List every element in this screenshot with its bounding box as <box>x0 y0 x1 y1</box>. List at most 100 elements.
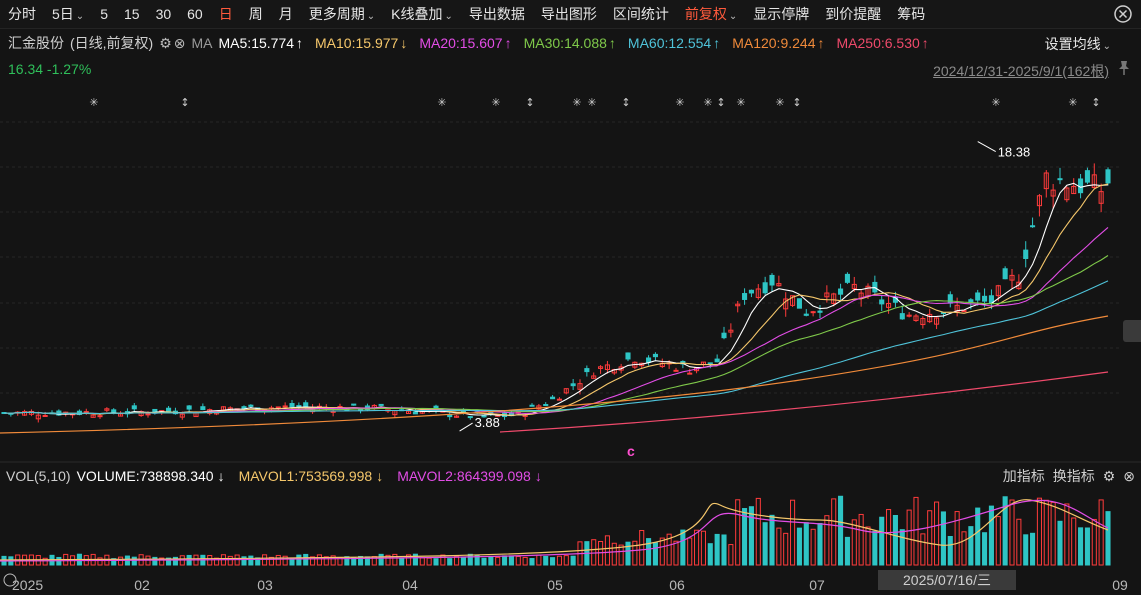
gear-icon[interactable]: ⚙ <box>159 34 172 51</box>
pin-icon[interactable] <box>1117 60 1131 76</box>
toolbar-item-10[interactable]: K线叠加 ⌄ <box>391 6 453 22</box>
candle-body <box>131 405 137 410</box>
volume-values: VOLUME:738898.340 ↓ MAVOL1:753569.998 ↓ MAVO… <box>77 468 556 484</box>
candle-body <box>1064 187 1070 201</box>
price-change: 16.34 -1.27% <box>8 61 92 77</box>
volume-bar <box>831 498 837 566</box>
volume-bar <box>433 558 439 566</box>
volume-bar <box>481 557 487 566</box>
volume-bar <box>412 553 418 566</box>
toolbar-item-13[interactable]: 区间统计 <box>612 6 669 22</box>
volume-bar <box>646 538 652 566</box>
ma-line-MA60 <box>3 280 1109 415</box>
set-ma-button[interactable]: 设置均线 ⌄ <box>1044 36 1111 52</box>
candle-body <box>166 407 172 412</box>
event-marker-icon: ✳ <box>675 96 684 109</box>
toolbar-item-9[interactable]: 更多周期 ⌄ <box>308 6 376 22</box>
candle-body <box>769 274 775 286</box>
candle-body <box>906 314 912 317</box>
volume-bar <box>310 556 316 566</box>
chevron-down-icon: ⌄ <box>75 11 85 22</box>
volume-header: VOL(5,10) VOLUME:738898.340 ↓ MAVOL1:75356… <box>0 465 556 487</box>
candle-body <box>714 358 720 363</box>
toolbar-item-11[interactable]: 导出数据 <box>468 6 525 22</box>
close-circle-icon[interactable] <box>1113 4 1133 24</box>
volume-bar <box>392 553 398 566</box>
candle-body <box>556 398 562 401</box>
candle-body <box>762 282 768 294</box>
candle-body <box>111 409 117 414</box>
volume-bar <box>838 495 844 566</box>
close-icon[interactable]: ⊗ <box>1123 467 1135 484</box>
candle-body <box>570 383 576 387</box>
volume-title: VOL(5,10) <box>6 468 71 484</box>
volume-bar <box>172 556 178 566</box>
candle-body <box>145 413 151 416</box>
volume-bar <box>495 556 501 566</box>
volume-bar <box>906 509 912 566</box>
x-axis-label: 06 <box>669 577 685 593</box>
toolbar-item-5[interactable]: 60 <box>187 6 203 22</box>
candle-body <box>851 283 857 290</box>
mavol2-line <box>0 499 1109 562</box>
candle-body <box>618 366 624 371</box>
volume-bar <box>982 532 988 566</box>
volume-bar <box>1036 497 1042 566</box>
candle-body <box>817 310 823 313</box>
volume-bar <box>762 522 768 566</box>
volume-bar <box>502 555 508 566</box>
candle-body <box>899 313 905 320</box>
toolbar-item-6[interactable]: 日 <box>218 6 233 22</box>
volume-value-2: MAVOL2:864399.098 ↓ <box>397 468 542 484</box>
toolbar-item-7[interactable]: 周 <box>248 6 263 22</box>
toolbar-item-0[interactable]: 分时 <box>8 6 36 22</box>
x-axis-label: 2025 <box>12 577 43 593</box>
toolbar-item-4[interactable]: 30 <box>155 6 172 22</box>
toolbar-item-15[interactable]: 显示停牌 <box>753 6 810 22</box>
volume-bar <box>728 544 734 566</box>
volume-bar <box>639 530 645 566</box>
candle-body <box>83 411 89 414</box>
candle-body <box>351 403 357 406</box>
volume-bar <box>988 505 994 566</box>
volume-bar <box>316 554 322 566</box>
toolbar-item-2[interactable]: 5 <box>100 6 108 22</box>
volume-bar <box>1084 527 1090 566</box>
scroll-handle[interactable] <box>1123 320 1141 342</box>
toolbar-item-14[interactable]: 前复权 ⌄ <box>684 6 738 22</box>
volume-bar <box>844 536 850 566</box>
volume-bar <box>1002 496 1008 566</box>
toolbar-item-12[interactable]: 导出图形 <box>540 6 597 22</box>
ma-label: MA <box>191 35 213 51</box>
toolbar-item-17[interactable]: 筹码 <box>897 6 926 22</box>
ma-line-MA10 <box>3 183 1109 416</box>
volume-bar <box>776 527 782 566</box>
volume-bar <box>940 511 946 566</box>
toolbar-item-16[interactable]: 到价提醒 <box>825 6 882 22</box>
event-marker-icon: ↕ <box>525 96 534 109</box>
toolbar-item-3[interactable]: 15 <box>123 6 140 22</box>
toolbar-item-1[interactable]: 5日 ⌄ <box>52 6 85 22</box>
switch-indicator-button[interactable]: 换指标 <box>1052 468 1095 484</box>
chevron-down-icon: ⌄ <box>366 11 376 22</box>
volume-bar <box>378 553 384 566</box>
toolbar-item-8[interactable]: 月 <box>278 6 293 22</box>
event-marker-icon: ↕ <box>792 96 801 109</box>
volume-bar <box>296 554 302 566</box>
add-indicator-button[interactable]: 加指标 <box>1002 468 1045 484</box>
candle-body <box>22 411 28 416</box>
candle-body <box>975 292 981 301</box>
gear-icon[interactable]: ⚙ <box>1102 467 1116 484</box>
candle-body <box>90 414 96 418</box>
candle-body <box>755 288 761 298</box>
high-label: 18.38 <box>998 145 1031 160</box>
candle-body <box>652 353 658 358</box>
cursor-marker-icon <box>3 573 17 587</box>
date-range[interactable]: 2024/12/31-2025/9/1(162根) <box>933 63 1109 79</box>
close-icon[interactable]: ⊗ <box>173 34 186 51</box>
volume-bar <box>769 514 775 566</box>
volume-bar <box>488 556 494 566</box>
ma-value-2: MA20:15.607 ↑ <box>419 35 512 51</box>
candle-body <box>1002 268 1008 280</box>
